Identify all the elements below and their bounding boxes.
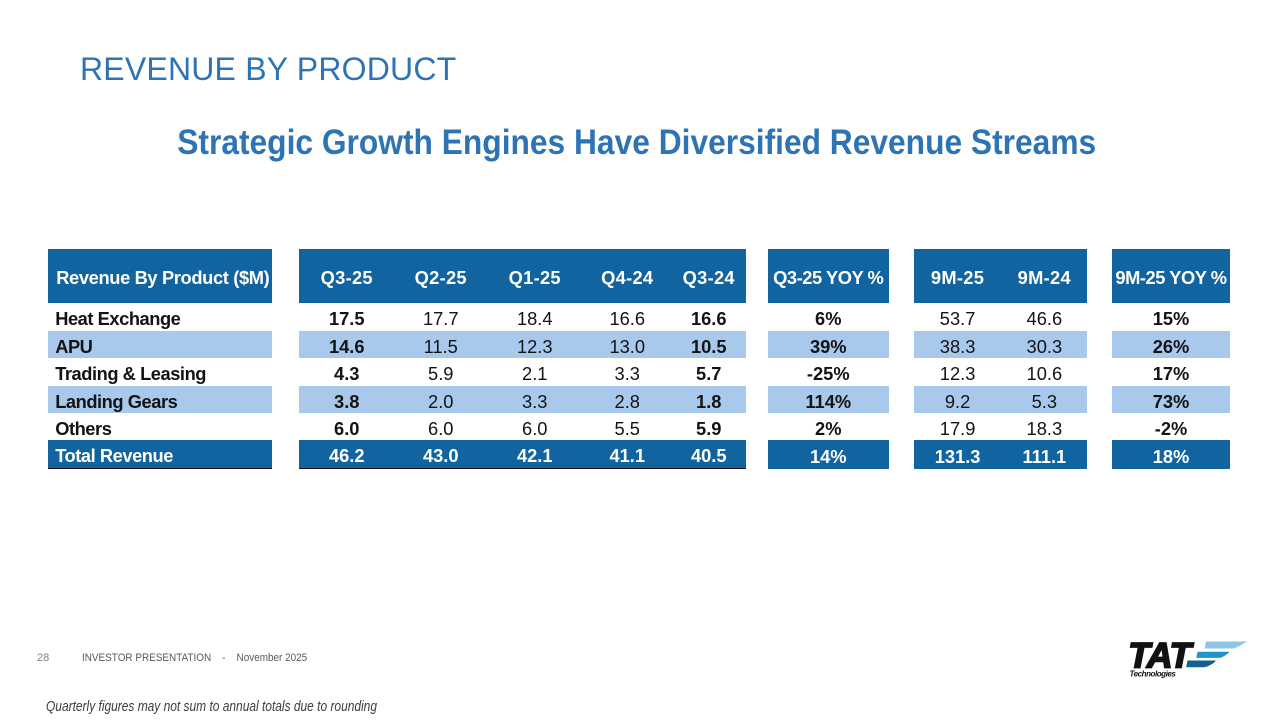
svg-text:TAT: TAT	[1128, 636, 1194, 675]
svg-text:Technologies: Technologies	[1130, 669, 1177, 678]
